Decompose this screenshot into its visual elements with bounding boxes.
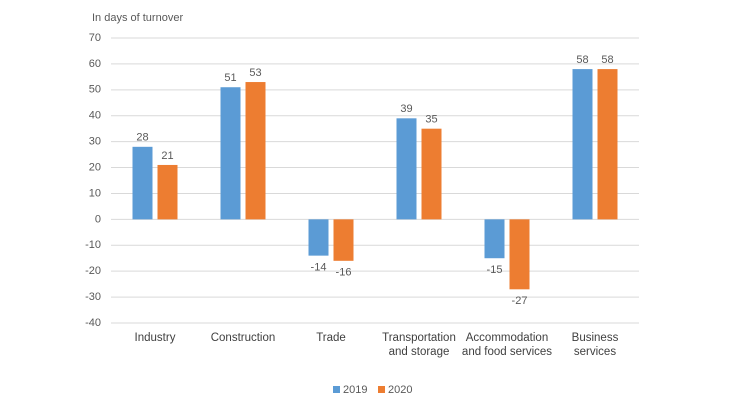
bar <box>333 219 354 261</box>
y-tick-label: 20 <box>89 161 101 173</box>
y-tick-label: 60 <box>89 58 101 70</box>
bar <box>597 69 618 220</box>
data-label: 58 <box>601 54 613 66</box>
y-tick-label: 50 <box>89 84 101 96</box>
x-tick-label: Business services <box>571 332 619 358</box>
y-tick-label: 30 <box>89 136 101 148</box>
data-label: 53 <box>249 67 261 79</box>
y-tick-label: 40 <box>89 110 101 122</box>
y-tick-label: -40 <box>85 317 101 329</box>
y-tick-label: 70 <box>89 32 101 44</box>
bar <box>132 146 153 220</box>
data-label: -15 <box>487 264 503 276</box>
data-label: 51 <box>224 72 236 84</box>
bar <box>484 219 505 259</box>
bar <box>220 87 241 220</box>
legend-swatch <box>378 386 385 393</box>
x-tick-label: Transportation and storage <box>382 332 456 358</box>
data-label: 39 <box>400 103 412 115</box>
bar <box>245 82 266 220</box>
bar <box>509 219 530 290</box>
x-tick-label: Accommodation and food services <box>461 332 553 358</box>
bar <box>308 219 329 256</box>
legend-swatch <box>333 386 340 393</box>
data-label: -16 <box>336 267 352 279</box>
bar <box>421 128 442 220</box>
legend-label: 2020 <box>388 384 412 396</box>
y-tick-label: -20 <box>85 265 101 277</box>
y-tick-label: -10 <box>85 239 101 251</box>
data-label: 21 <box>161 150 173 162</box>
x-tick-label: Industry <box>134 332 176 344</box>
data-label: 58 <box>576 54 588 66</box>
data-label: 35 <box>425 114 437 126</box>
bar <box>396 118 417 220</box>
y-axis-label: In days of turnover <box>92 12 183 24</box>
data-label: -27 <box>512 295 528 307</box>
y-tick-label: 0 <box>95 213 101 225</box>
data-label: 28 <box>136 132 148 144</box>
x-tick-label: Trade <box>316 332 346 344</box>
legend-label: 2019 <box>343 384 367 396</box>
y-tick-label: 10 <box>89 187 101 199</box>
bar <box>572 69 593 220</box>
y-tick-label: -30 <box>85 291 101 303</box>
data-label: -14 <box>311 262 327 274</box>
bar <box>157 164 178 220</box>
x-tick-label: Construction <box>210 332 276 344</box>
